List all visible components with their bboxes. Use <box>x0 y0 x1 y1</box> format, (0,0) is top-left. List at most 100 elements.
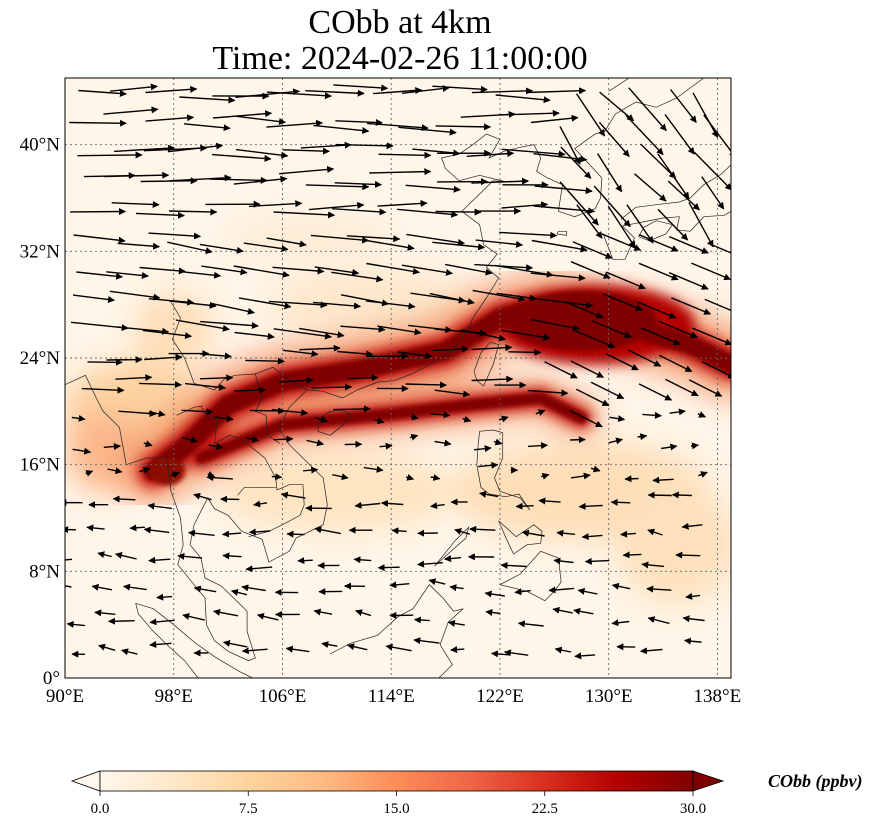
wind-arrow <box>389 581 410 589</box>
colorbar: 0.0 7.5 15.0 22.5 30.0 CObb (ppbv) <box>70 770 862 817</box>
wind-arrow <box>560 146 592 179</box>
wind-arrow <box>640 647 663 655</box>
coastline-segment <box>434 526 470 567</box>
wind-arrow <box>363 465 384 473</box>
wind-arrow <box>271 473 283 481</box>
wind-arrow <box>167 241 213 255</box>
wind-arrow <box>238 297 292 310</box>
wind-arrow <box>501 148 566 158</box>
wind-arrow <box>243 242 289 252</box>
wind-arrow <box>167 142 224 153</box>
wind-arrow <box>462 415 472 423</box>
colorbar-tick-label: 22.5 <box>532 801 558 817</box>
wind-arrow <box>657 208 689 241</box>
wind-arrow <box>681 522 703 530</box>
wind-arrow <box>106 271 149 279</box>
wind-arrow <box>81 386 125 394</box>
wind-arrow <box>147 502 172 510</box>
wind-arrow <box>640 143 677 179</box>
wind-arrow <box>182 613 205 621</box>
wind-arrow <box>241 647 268 655</box>
coastline-segment <box>608 78 630 92</box>
wind-arrow <box>139 266 186 275</box>
wind-arrow <box>121 648 138 656</box>
wind-arrow <box>704 298 731 312</box>
wind-arrow <box>347 643 368 651</box>
wind-arrow <box>637 433 648 441</box>
wind-arrow <box>334 180 382 188</box>
wind-arrow <box>447 619 465 627</box>
wind-arrow <box>602 293 643 311</box>
wind-arrow <box>72 447 92 455</box>
wind-arrow <box>279 165 335 175</box>
wind-arrow <box>405 184 461 193</box>
wind-arrow <box>169 208 218 216</box>
wind-arrow <box>377 564 400 572</box>
wind-arrow <box>669 236 709 254</box>
gridlines <box>65 78 731 678</box>
wind-arrow <box>135 211 185 219</box>
x-tick-label: 138°E <box>694 686 742 707</box>
wind-arrow <box>179 270 222 279</box>
wind-arrow <box>435 208 482 216</box>
concentration-blob <box>616 484 731 605</box>
wind-arrow <box>313 608 333 616</box>
wind-arrow <box>397 208 459 218</box>
wind-arrow <box>139 381 182 389</box>
wind-arrow <box>570 472 591 480</box>
wind-arrow <box>279 376 314 384</box>
wind-arrow <box>273 328 332 340</box>
wind-arrow <box>593 185 631 228</box>
wind-arrow <box>314 526 342 535</box>
wind-arrow <box>332 473 349 481</box>
wind-arrow <box>647 491 672 499</box>
wind-arrow <box>534 185 593 195</box>
coastline-segment <box>237 486 276 496</box>
wind-arrow <box>409 433 419 441</box>
wind-arrow <box>129 524 145 532</box>
wind-arrow <box>429 292 475 306</box>
wind-arrow <box>299 327 345 339</box>
x-tick-label: 106°E <box>259 686 307 707</box>
wind-arrow <box>641 561 665 569</box>
wind-arrow <box>499 109 560 117</box>
wind-arrow <box>701 361 731 379</box>
wind-arrow <box>236 115 286 126</box>
wind-arrow <box>142 329 192 340</box>
wind-arrow <box>611 619 630 627</box>
wind-arrow <box>574 652 596 660</box>
wind-arrow <box>94 609 116 617</box>
wind-arrow <box>311 383 353 391</box>
wind-arrow <box>268 300 328 309</box>
wind-arrow <box>118 410 157 418</box>
coastline-segment <box>135 603 199 678</box>
wind-arrow <box>444 263 493 276</box>
wind-arrow <box>69 119 127 127</box>
wind-arrow <box>609 415 626 423</box>
wind-arrow <box>369 168 432 176</box>
wind-arrow <box>111 200 160 208</box>
wind-arrow <box>690 442 699 450</box>
wind-arrow <box>652 476 674 484</box>
y-tick-label: 40°N <box>20 135 61 156</box>
wind-arrow <box>181 436 198 444</box>
wind-arrow <box>460 329 506 342</box>
wind-arrow <box>148 232 201 240</box>
wind-arrow <box>303 466 319 474</box>
wind-arrow <box>65 558 73 561</box>
wind-arrow <box>575 330 616 349</box>
wind-arrow <box>496 292 537 302</box>
wind-arrow <box>625 114 664 156</box>
wind-arrow <box>607 205 636 249</box>
wind-arrow <box>183 123 231 132</box>
coastline-segment <box>602 210 731 260</box>
wind-arrow <box>559 181 599 226</box>
wind-arrow <box>472 289 526 303</box>
wind-arrow <box>346 235 401 243</box>
wind-vectors <box>65 83 731 660</box>
wind-arrow <box>108 617 135 625</box>
wind-arrow <box>541 472 550 480</box>
wind-arrow <box>504 649 529 657</box>
wind-arrow <box>628 87 667 132</box>
map-panel <box>65 78 731 678</box>
